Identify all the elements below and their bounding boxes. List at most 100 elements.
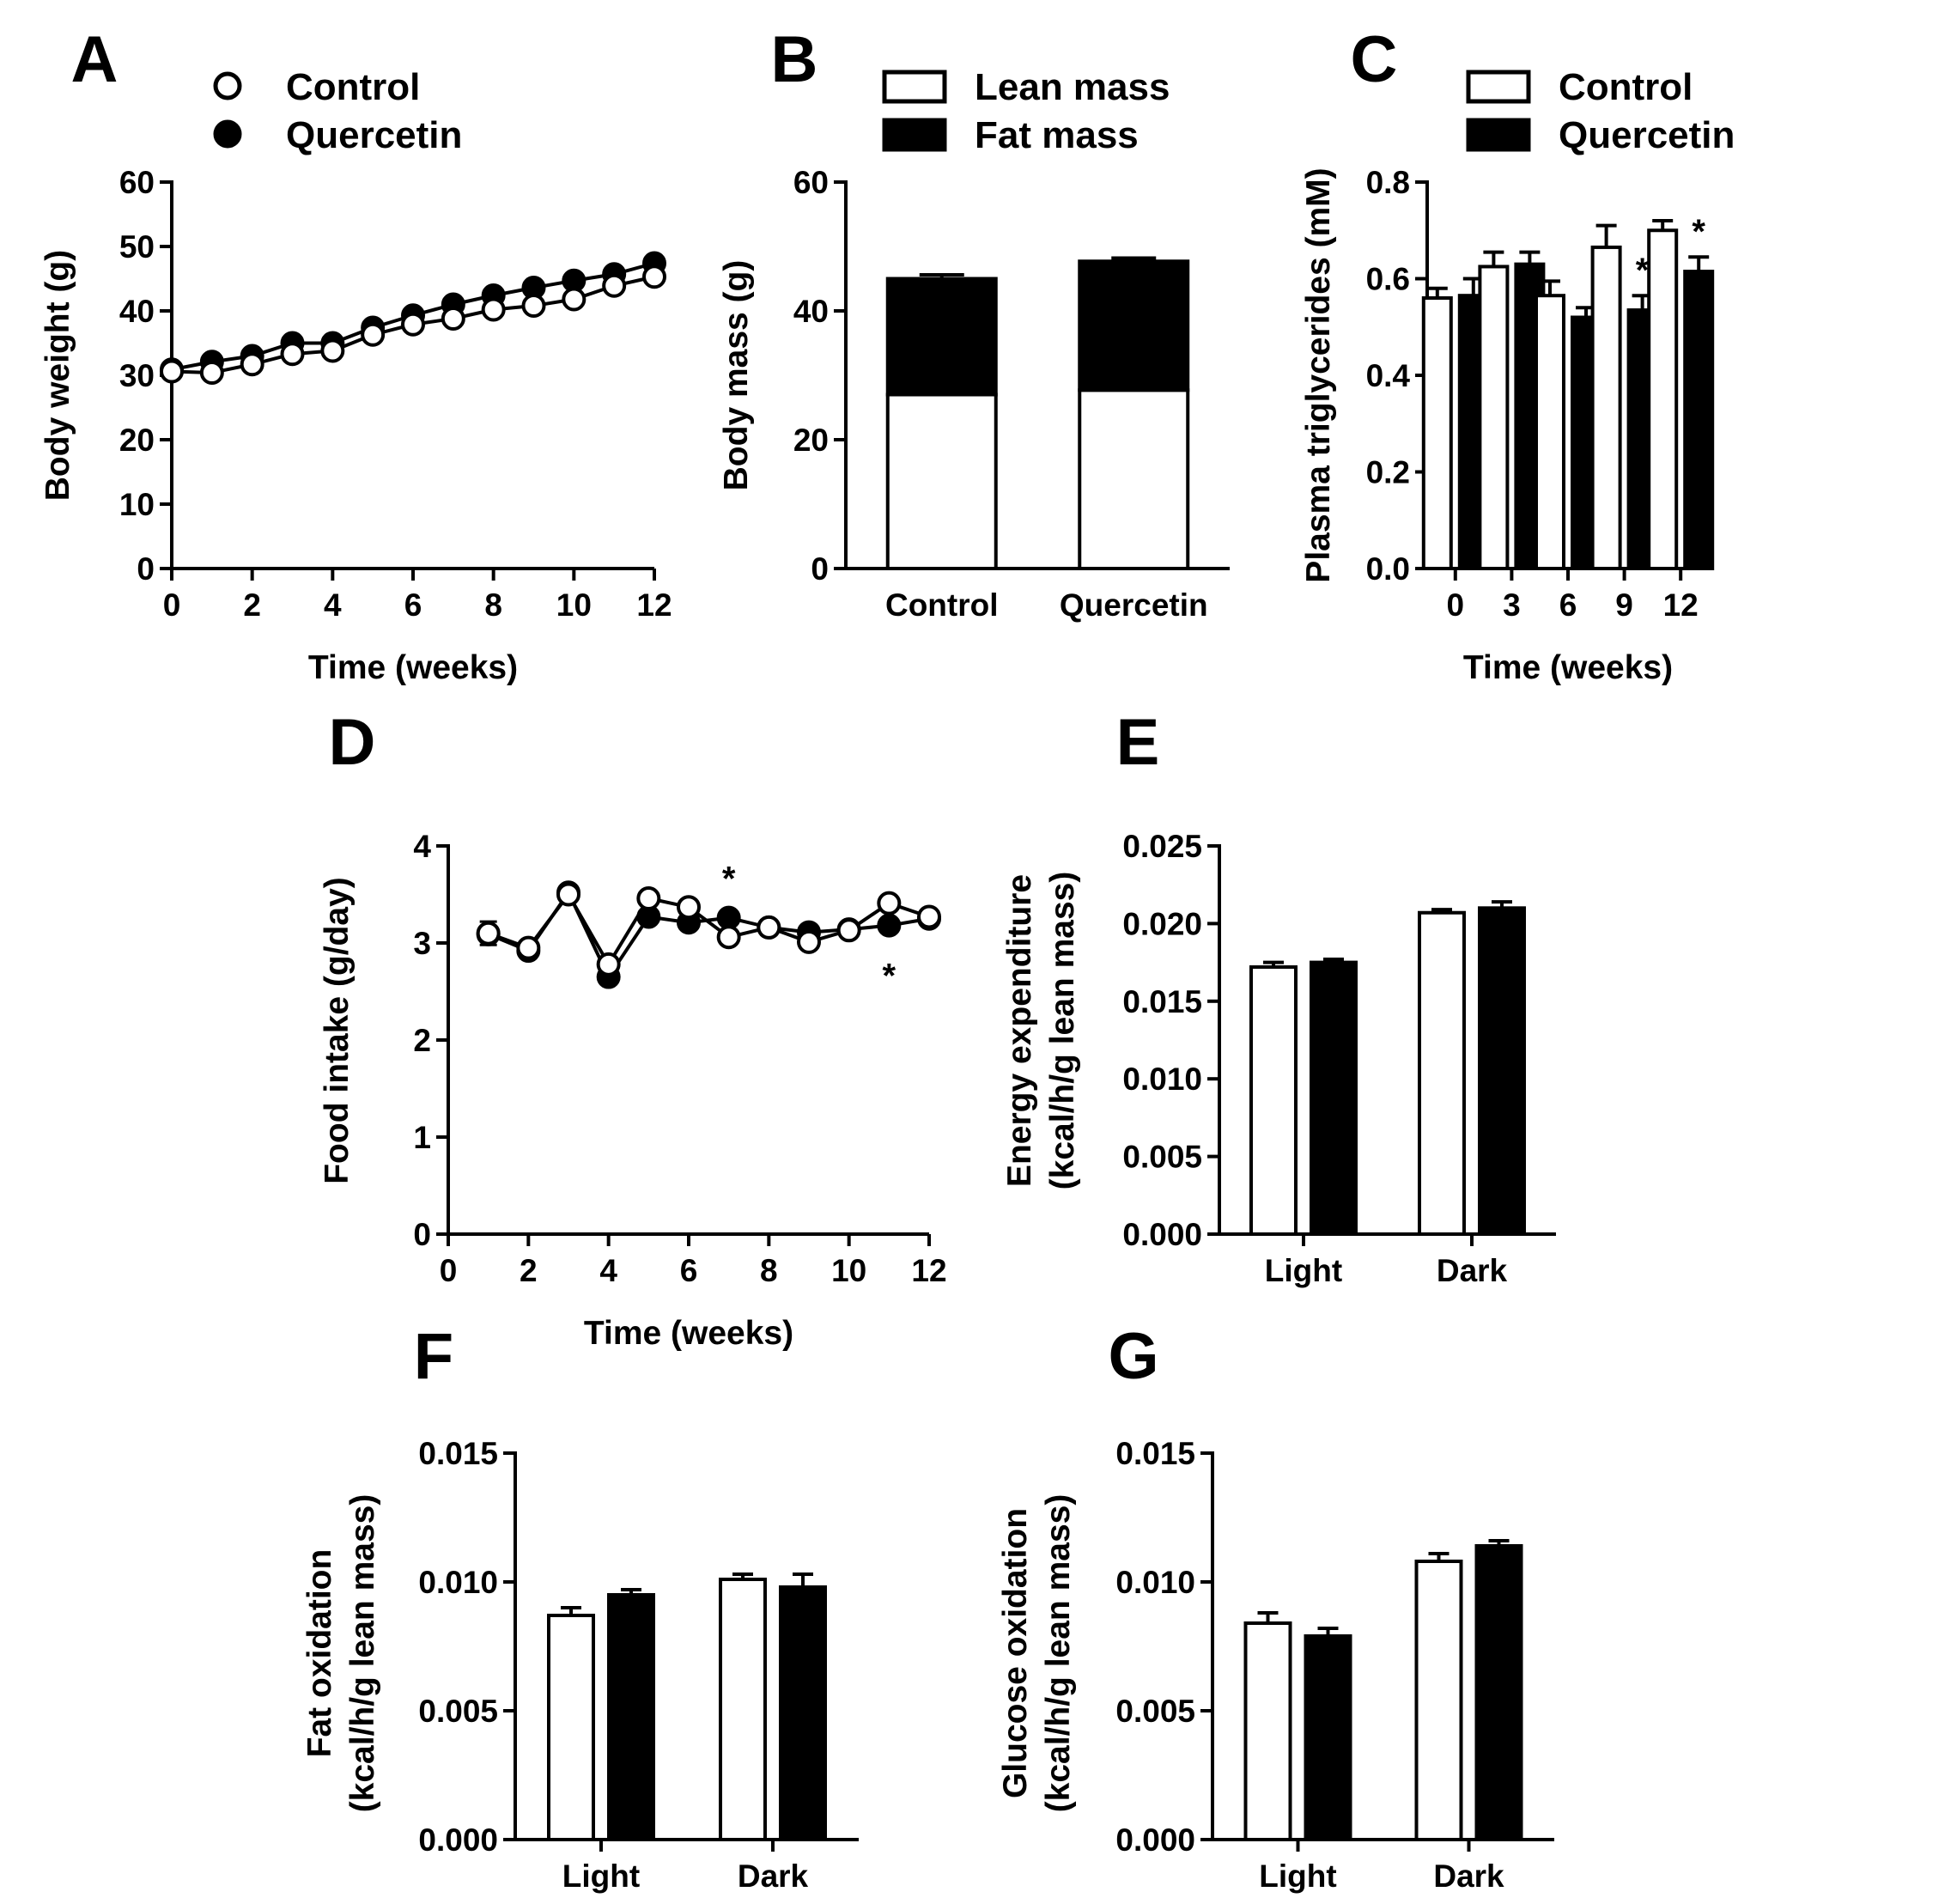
panel-c-legend-swatch <box>1466 118 1531 152</box>
panel-c-significance-star: * <box>1692 213 1705 251</box>
panel-d-y-tick-label: 0 <box>413 1217 431 1252</box>
panel-a-control-point <box>199 361 224 385</box>
panel-b-legend-swatch <box>882 118 947 152</box>
panel-f-quercetin-bar <box>779 1585 827 1841</box>
panel-c-x-tick-label: 3 <box>1503 587 1521 623</box>
panel-b-lean-mass-bar <box>885 392 998 570</box>
panel-c-y-tick-label: 0.2 <box>1366 455 1410 490</box>
panel-a-control-point <box>562 287 586 312</box>
panel-d-quercetin-point <box>877 913 902 938</box>
panel-a-legend-label: Quercetin <box>286 114 462 156</box>
panel-g-control-bar <box>1414 1560 1463 1841</box>
panel-a-y-tick-label: 40 <box>119 294 155 329</box>
panel-c-letter: C <box>1351 23 1398 96</box>
panel-f-y-tick-label: 0.000 <box>418 1822 498 1858</box>
panel-a-y-tick-label: 60 <box>119 165 155 200</box>
panel-d-control-point <box>757 915 781 940</box>
panel-a-control-point <box>320 338 345 363</box>
panel-a-x-tick-label: 6 <box>404 587 422 623</box>
panel-g-y-tick-label: 0.000 <box>1115 1822 1195 1858</box>
panel-a-legend-marker <box>213 119 242 149</box>
panel-a-control-point <box>481 297 506 322</box>
panel-a-y-axis-title: Body weight (g) <box>40 250 76 501</box>
panel-e-y-tick-label: 0.000 <box>1122 1217 1202 1252</box>
panel-d-control-point <box>716 925 741 950</box>
panel-f-x-tick-label: Light <box>562 1858 640 1894</box>
panel-d-x-axis-title: Time (weeks) <box>584 1315 793 1352</box>
panel-b-y-tick-label: 40 <box>793 294 829 329</box>
panel-a-y-tick-label: 0 <box>137 551 155 587</box>
panel-d-y-axis-title: Food intake (g/day) <box>319 877 356 1184</box>
panel-d-control-point <box>677 895 701 920</box>
panel-f-y-tick-label: 0.015 <box>418 1436 498 1471</box>
panel-b-y-axis-title: Body mass (g) <box>718 260 755 491</box>
panel-e-y-tick-label: 0.025 <box>1122 829 1202 864</box>
panel-b-legend-swatch <box>882 70 947 104</box>
panel-a-x-tick-label: 12 <box>636 587 672 623</box>
panel-f-y-tick-label: 0.010 <box>418 1565 498 1600</box>
panel-d-x-tick-label: 10 <box>831 1253 866 1288</box>
panel-f-x-tick-label: Dark <box>738 1858 809 1894</box>
panel-d-x-tick-label: 12 <box>911 1253 946 1288</box>
panel-a-y-tick-label: 30 <box>119 358 155 393</box>
panel-g-y-tick-label: 0.015 <box>1115 1436 1195 1471</box>
panel-b-legend-label: Fat mass <box>975 114 1139 156</box>
panel-c-x-axis-title: Time (weeks) <box>1463 649 1673 686</box>
panel-b-x-tick-label: Quercetin <box>1060 587 1208 623</box>
panel-f-letter: F <box>414 1320 453 1393</box>
panel-g-x-tick-label: Light <box>1259 1858 1336 1894</box>
panel-c-legend-label: Control <box>1559 66 1693 108</box>
panel-e-letter: E <box>1116 706 1160 779</box>
panel-f-control-bar <box>719 1578 767 1841</box>
panel-a-control-point <box>642 265 666 289</box>
panel-a-letter: A <box>71 23 119 96</box>
panel-e-y-tick-label: 0.020 <box>1122 906 1202 941</box>
panel-a-y-tick-label: 10 <box>119 487 155 522</box>
panel-d-x-tick-label: 0 <box>440 1253 458 1288</box>
panel-g-control-bar <box>1243 1621 1292 1841</box>
panel-c-y-tick-label: 0.4 <box>1366 358 1411 393</box>
panel-a-x-tick-label: 10 <box>556 587 592 623</box>
panel-e-quercetin-bar <box>1310 960 1358 1236</box>
panel-c-quercetin-bar <box>1683 270 1715 570</box>
panel-a-control-point <box>160 359 184 384</box>
panel-d-control-point <box>797 929 821 954</box>
panel-b-legend-label: Lean mass <box>975 66 1170 108</box>
panel-b-fat-mass-bar <box>885 277 998 397</box>
panel-d-y-tick-label: 3 <box>413 926 431 961</box>
panel-a-x-tick-label: 4 <box>324 587 342 623</box>
panel-e-control-bar <box>1418 910 1466 1237</box>
panel-f-control-bar <box>547 1614 595 1841</box>
panel-c-significance-star: * <box>1636 252 1650 289</box>
panel-d-y-tick-label: 2 <box>413 1023 431 1058</box>
panel-d-control-point <box>476 921 501 946</box>
panel-e-y-axis-unit: (kcal/h/g lean mass) <box>1044 872 1081 1190</box>
panel-a-control-point <box>240 352 264 377</box>
panel-b-fat-mass-bar <box>1078 259 1190 392</box>
panel-a-control-point <box>361 322 386 347</box>
panel-c-x-tick-label: 12 <box>1663 587 1699 623</box>
panel-a-y-tick-label: 50 <box>119 229 155 265</box>
panel-e-x-tick-label: Dark <box>1437 1253 1508 1288</box>
panel-d-control-point <box>917 904 941 929</box>
panel-a-x-axis-title: Time (weeks) <box>308 649 518 686</box>
panel-b-x-tick-label: Control <box>885 587 999 623</box>
panel-c-x-tick-label: 9 <box>1615 587 1633 623</box>
panel-g-y-axis-unit: (kcal/h/g lean mass) <box>1040 1494 1077 1813</box>
panel-d-y-tick-label: 1 <box>413 1120 431 1155</box>
panel-c-legend-swatch <box>1466 70 1531 104</box>
panel-g-letter: G <box>1108 1320 1158 1393</box>
panel-d-quercetin-point <box>716 905 741 930</box>
panel-b-y-tick-label: 20 <box>793 423 829 458</box>
panel-a-x-tick-label: 0 <box>163 587 181 623</box>
panel-c-control-bar <box>1590 245 1622 570</box>
panel-e-x-tick-label: Light <box>1265 1253 1342 1288</box>
panel-a-control-point <box>602 273 627 298</box>
panel-a-y-tick-label: 20 <box>119 423 155 458</box>
panel-f-quercetin-bar <box>607 1593 655 1841</box>
panel-d-x-tick-label: 2 <box>520 1253 538 1288</box>
panel-f-y-axis-unit: (kcal/h/g lean mass) <box>344 1494 381 1813</box>
panel-e-control-bar <box>1249 965 1298 1237</box>
panel-d-x-tick-label: 6 <box>680 1253 698 1288</box>
panel-d-control-point <box>836 918 861 943</box>
